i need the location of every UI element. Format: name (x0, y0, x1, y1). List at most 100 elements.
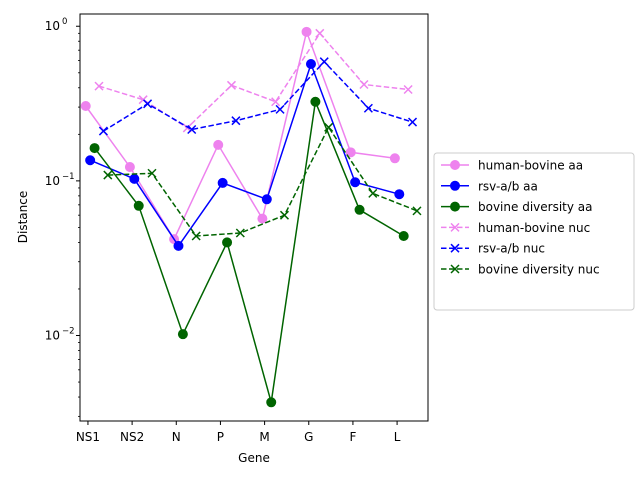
x-tick-label-f: F (349, 430, 356, 444)
data-point-g (305, 58, 316, 69)
series-5 (98, 57, 418, 136)
legend-marker (450, 264, 460, 274)
y-tick-exponent: 0 (62, 17, 67, 27)
data-point-ns2-stroke-b (147, 168, 157, 178)
data-point-g-stroke-b (315, 28, 325, 38)
data-point-l (408, 117, 418, 127)
data-point-ns2 (124, 161, 135, 172)
series-4 (94, 28, 413, 133)
x-axis-ticks: NS1 NS2 N P M G F L (76, 421, 401, 444)
data-point-m (261, 194, 272, 205)
legend-marker (450, 180, 460, 191)
series-2 (85, 58, 405, 251)
legend-marker (450, 160, 460, 170)
data-point-n (191, 231, 201, 241)
data-point-f (354, 204, 365, 215)
data-point-ns2 (143, 99, 153, 109)
data-point-n-stroke-b (182, 123, 192, 133)
data-point-p (231, 116, 241, 126)
data-point-f (363, 103, 373, 113)
x-tick-label-ns1: NS1 (76, 430, 100, 444)
data-point-ns1 (98, 126, 108, 136)
data-point-l (412, 206, 422, 216)
y-axis-label: Distance (16, 191, 30, 243)
legend-box (433, 152, 635, 311)
data-point-m (271, 97, 281, 107)
data-point-f-stroke-b (363, 103, 373, 113)
data-point-g (315, 28, 325, 38)
legend-label: human-bovine aa (478, 159, 583, 173)
legend-marker (450, 201, 460, 212)
data-point-ns2 (147, 168, 157, 178)
data-point-m (275, 104, 285, 114)
y-tick-label: 10 (45, 19, 60, 33)
data-point-p-stroke-b (226, 80, 237, 90)
legend-items: human-bovine aa rsv-a/b aa bovine diversit… (441, 159, 600, 277)
y-tick-label: 10 (45, 174, 60, 188)
legend-marker-stroke-b (450, 264, 460, 274)
data-point-l (403, 84, 413, 95)
data-point-g-stroke-b (324, 122, 334, 132)
data-point-p (226, 80, 237, 90)
series-line (89, 61, 400, 248)
series-layer (80, 26, 422, 408)
data-point-ns2 (129, 173, 140, 184)
data-point-g-stroke-b (319, 57, 329, 67)
series-line (107, 125, 418, 237)
legend-label: rsv-a/b nuc (478, 242, 545, 256)
legend-marker (450, 222, 460, 232)
data-point-f-stroke-b (368, 188, 378, 198)
y-tick-exponent: −1 (62, 172, 75, 182)
series-line (94, 98, 405, 403)
y-tick-exponent: −2 (62, 327, 75, 337)
x-tick-label-n: N (172, 430, 181, 444)
y-tick-label: 10 (45, 329, 60, 343)
data-point-ns2-stroke-b (143, 99, 153, 109)
x-tick-label-g: G (304, 430, 313, 444)
x-tick-label-ns2: NS2 (120, 430, 144, 444)
data-point-ns2 (133, 200, 144, 211)
data-point-ns1 (85, 155, 96, 166)
data-point-p (235, 228, 245, 238)
data-point-ns1 (94, 81, 104, 91)
data-point-f (350, 177, 361, 188)
series-6 (103, 122, 422, 241)
data-point-g (324, 122, 334, 132)
data-point-m-stroke-b (271, 97, 281, 107)
series-1 (80, 26, 400, 245)
plot-frame (79, 13, 429, 422)
x-tick-label-m: M (259, 430, 269, 444)
data-point-m (257, 213, 268, 224)
data-point-m-stroke-b (275, 104, 285, 114)
data-point-ns1-stroke-b (94, 81, 104, 91)
data-point-n (173, 240, 184, 251)
legend-marker-stroke-b (450, 243, 460, 253)
data-point-g (310, 96, 321, 107)
legend-entry-4: human-bovine nuc (441, 221, 590, 235)
legend-label: bovine diversity aa (478, 200, 592, 214)
data-point-f-stroke-b (359, 79, 369, 90)
data-point-l (394, 189, 405, 200)
data-point-l (389, 153, 400, 164)
series-line (98, 32, 409, 129)
data-point-p-stroke-b (235, 228, 245, 238)
series-line (85, 29, 396, 241)
series-line (103, 60, 413, 132)
data-point-p (222, 237, 233, 248)
data-point-g (301, 26, 312, 37)
data-point-f (359, 79, 369, 90)
legend-entry-6: bovine diversity nuc (441, 263, 600, 277)
data-point-ns1-stroke-b (103, 170, 113, 180)
x-tick-label-l: L (394, 430, 401, 444)
legend-label: human-bovine nuc (478, 221, 590, 235)
legend-label: rsv-a/b aa (478, 179, 538, 193)
data-point-ns2-stroke-b (138, 95, 148, 105)
series-3 (89, 96, 409, 408)
legend-entry-5: rsv-a/b nuc (441, 242, 545, 256)
data-point-g (319, 57, 329, 67)
data-point-p (213, 139, 224, 150)
data-point-m (266, 397, 277, 408)
